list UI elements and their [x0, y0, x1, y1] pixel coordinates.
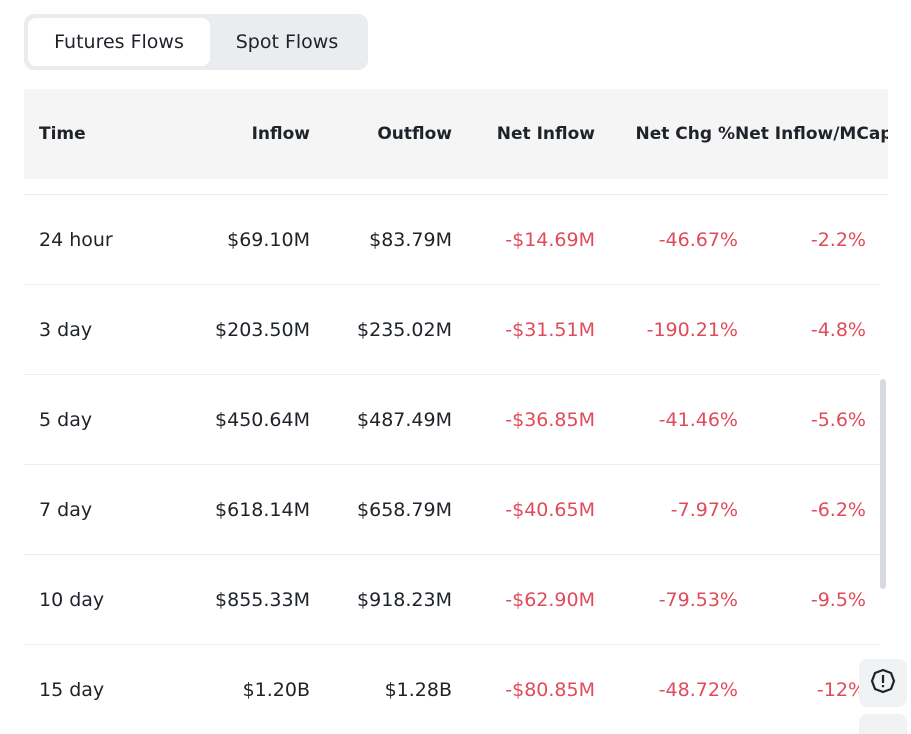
cell-outflow: $83.79M [369, 228, 452, 251]
cell-outflow: $658.79M [357, 498, 452, 521]
cell-time: 5 day [39, 408, 93, 431]
feedback-button[interactable] [859, 659, 907, 707]
header-inflow: Inflow [251, 124, 310, 144]
cell-net-chg: -41.46% [658, 408, 738, 431]
cell-time: 7 day [39, 498, 93, 521]
cell-net-chg: -190.21% [646, 318, 738, 341]
header-net-inflow: Net Inflow [496, 124, 595, 144]
cell-inflow: $69.10M [227, 228, 310, 251]
cell-net-inflow: -$80.85M [505, 678, 595, 701]
table-header: Time Inflow Outflow Net Inflow Net Chg %… [24, 89, 888, 179]
cell-time: 10 day [39, 588, 105, 611]
tab-futures-flows[interactable]: Futures Flows [28, 18, 210, 66]
secondary-float-button[interactable] [859, 714, 907, 734]
cell-net-inflow: -$40.65M [505, 498, 595, 521]
cell-inflow: $203.50M [215, 318, 310, 341]
cell-time: 3 day [39, 318, 93, 341]
header-net-chg: Net Chg % [635, 124, 735, 144]
cell-net-inflow-mcap: -5.6% [810, 408, 866, 431]
cell-net-inflow: -$36.85M [505, 408, 595, 431]
table-row: 5 day $450.64M $487.49M -$36.85M -41.46%… [24, 375, 880, 465]
cell-net-inflow: -$14.69M [505, 228, 595, 251]
table-row: 3 day $203.50M $235.02M -$31.51M -190.21… [24, 285, 880, 375]
cell-inflow: $450.64M [215, 408, 310, 431]
cell-time: 15 day [39, 678, 105, 701]
tab-spot-flows[interactable]: Spot Flows [235, 31, 339, 53]
cell-net-inflow-mcap: -12% [816, 678, 866, 701]
cell-net-inflow-mcap: -9.5% [810, 588, 866, 611]
vertical-scrollbar[interactable] [880, 379, 886, 589]
cell-net-inflow-mcap: -6.2% [810, 498, 866, 521]
table-row: 7 day $618.14M $658.79M -$40.65M -7.97% … [24, 465, 880, 555]
flow-type-tabs: Futures Flows Spot Flows [24, 14, 368, 70]
cell-outflow: $487.49M [357, 408, 452, 431]
cell-time: 24 hour [39, 228, 113, 251]
cell-net-inflow-mcap: -2.2% [810, 228, 866, 251]
table-row: 10 day $855.33M $918.23M -$62.90M -79.53… [24, 555, 880, 645]
header-time: Time [39, 124, 86, 144]
cell-inflow: $1.20B [242, 678, 310, 701]
cell-net-chg: -7.97% [670, 498, 738, 521]
cell-net-chg: -79.53% [658, 588, 738, 611]
feedback-alert-icon [870, 668, 896, 698]
flows-table: Time Inflow Outflow Net Inflow Net Chg %… [24, 89, 888, 728]
cell-net-inflow: -$62.90M [505, 588, 595, 611]
header-net-inflow-mcap: Net Inflow/MCap [735, 124, 888, 144]
table-row: 15 day $1.20B $1.28B -$80.85M -48.72% -1… [24, 645, 880, 728]
cell-inflow: $855.33M [215, 588, 310, 611]
cell-outflow: $235.02M [357, 318, 452, 341]
cell-net-inflow: -$31.51M [505, 318, 595, 341]
cell-net-chg: -48.72% [658, 678, 738, 701]
header-outflow: Outflow [377, 124, 452, 144]
header-divider [24, 179, 888, 195]
cell-inflow: $618.14M [215, 498, 310, 521]
cell-outflow: $1.28B [384, 678, 452, 701]
table-row: 24 hour $69.10M $83.79M -$14.69M -46.67%… [24, 195, 880, 285]
cell-net-chg: -46.67% [658, 228, 738, 251]
cell-outflow: $918.23M [357, 588, 452, 611]
cell-net-inflow-mcap: -4.8% [810, 318, 866, 341]
